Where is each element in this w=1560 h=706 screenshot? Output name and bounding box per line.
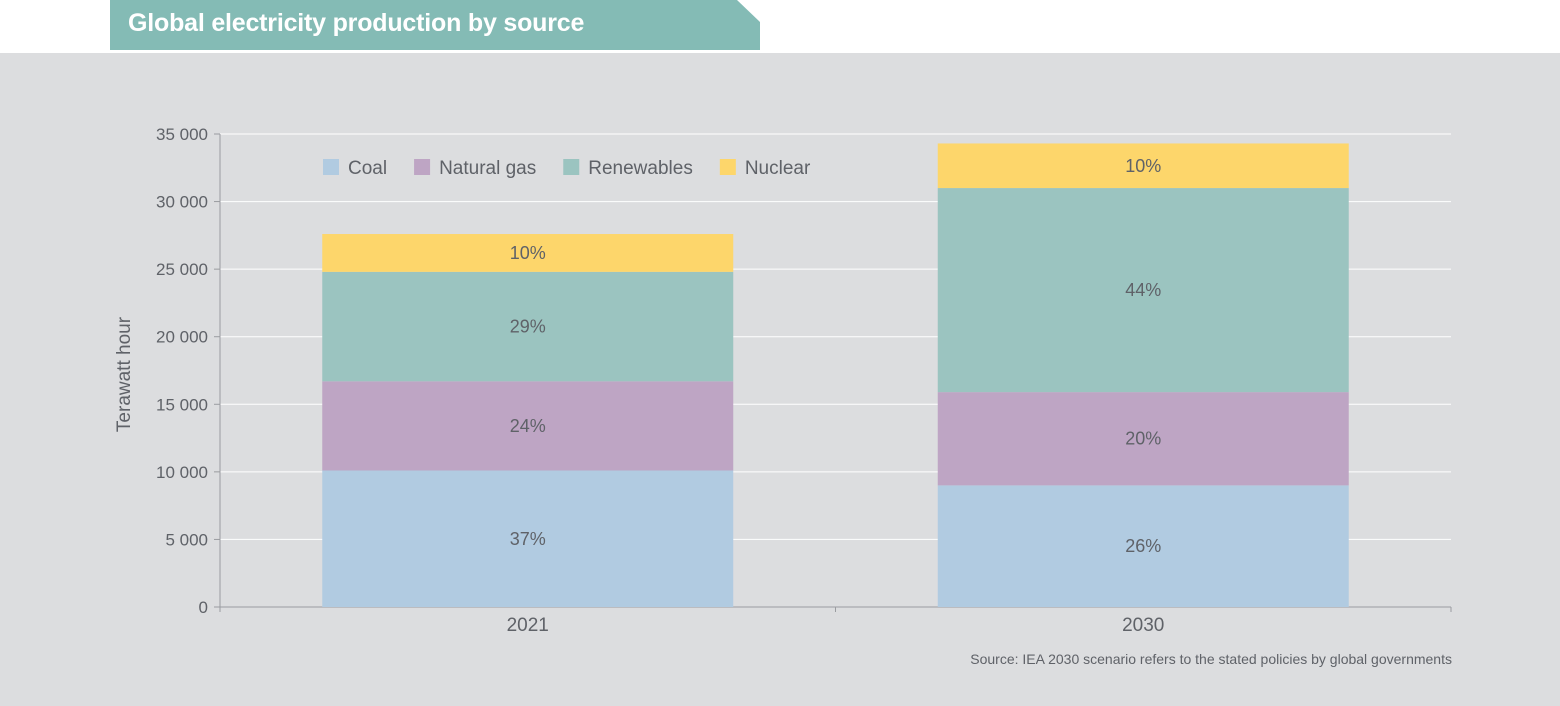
data-label: 20%	[1125, 429, 1161, 449]
legend-entry: Natural gas	[439, 158, 536, 179]
bar-segment-natural-gas	[322, 381, 734, 471]
x-tick-label: 2030	[1122, 615, 1164, 636]
y-tick-label: 30 000	[156, 193, 208, 212]
title-tab: Global electricity production by source	[110, 0, 760, 50]
y-tick-label: 0	[199, 598, 208, 617]
chart-title: Global electricity production by source	[128, 9, 585, 37]
data-label: 24%	[510, 416, 546, 436]
legend-entry: Nuclear	[745, 158, 811, 179]
x-tick-label: 2021	[507, 615, 549, 636]
title-tab-shape	[110, 0, 760, 50]
bar-segment-coal	[322, 470, 734, 607]
y-tick-label: 20 000	[156, 328, 208, 347]
legend-entry: Coal	[348, 158, 387, 179]
source-note: Source: IEA 2030 scenario refers to the …	[970, 651, 1452, 667]
data-label: 37%	[510, 529, 546, 549]
data-label: 44%	[1125, 280, 1161, 300]
bar-segment-coal	[937, 485, 1349, 607]
y-tick-label: 15 000	[156, 395, 208, 414]
data-label: 26%	[1125, 536, 1161, 556]
legend-swatch	[414, 159, 431, 175]
legend-swatch	[323, 159, 339, 175]
y-axis-label: Terawatt hour	[114, 316, 135, 432]
data-label: 10%	[510, 243, 546, 263]
legend-entry: Renewables	[588, 158, 693, 179]
bar-segment-nuclear	[322, 234, 734, 272]
y-tick-label: 25 000	[156, 260, 208, 279]
legend-swatch	[719, 159, 736, 175]
bar-segment-renewables	[937, 188, 1349, 393]
y-tick-label: 10 000	[156, 463, 208, 482]
bar-segment-nuclear	[937, 143, 1349, 189]
legend-swatch	[563, 159, 580, 175]
bar-segment-renewables	[322, 271, 734, 382]
data-label: 29%	[510, 317, 546, 337]
y-tick-label: 35 000	[156, 125, 208, 144]
y-tick-label: 5 000	[165, 530, 208, 549]
data-label: 10%	[1125, 156, 1161, 176]
bar-segment-natural-gas	[937, 392, 1349, 486]
